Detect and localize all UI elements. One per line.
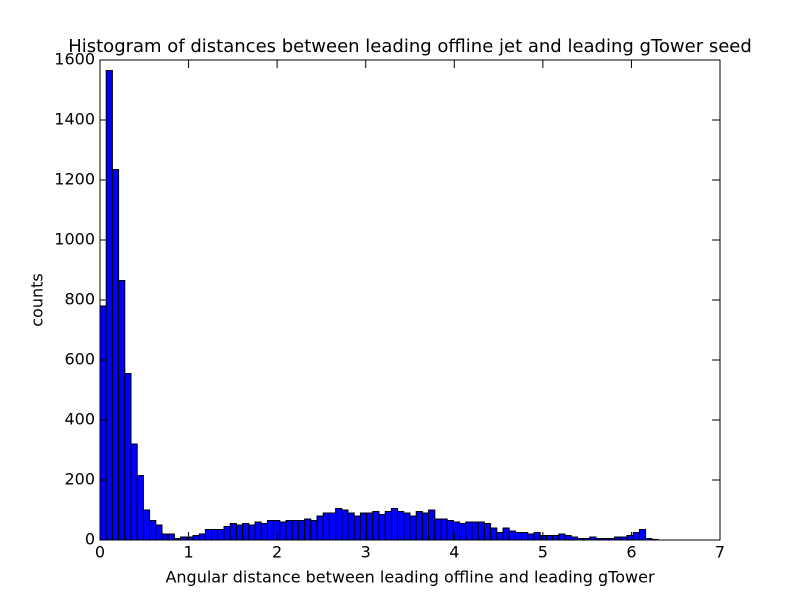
y-tick-label: 1600 bbox=[54, 50, 95, 69]
bar bbox=[341, 509, 349, 541]
chart-title: Histogram of distances between leading o… bbox=[68, 36, 752, 57]
bar bbox=[223, 526, 231, 541]
bar bbox=[378, 514, 386, 541]
bar bbox=[552, 535, 560, 541]
bar bbox=[99, 305, 107, 541]
bar bbox=[254, 521, 262, 541]
bar bbox=[192, 535, 200, 541]
x-tick-label: 5 bbox=[538, 543, 548, 562]
bar bbox=[229, 523, 237, 541]
bar bbox=[502, 527, 510, 541]
y-tick-label: 1200 bbox=[54, 170, 95, 189]
bar bbox=[304, 518, 312, 541]
bar bbox=[533, 532, 541, 541]
bar bbox=[564, 535, 572, 541]
bar bbox=[626, 535, 634, 541]
bar bbox=[366, 512, 374, 541]
y-tick-label: 1400 bbox=[54, 110, 95, 129]
bar bbox=[428, 509, 436, 541]
x-tick-label: 1 bbox=[183, 543, 193, 562]
x-tick-label: 3 bbox=[361, 543, 371, 562]
bar bbox=[198, 533, 206, 541]
bar bbox=[483, 523, 492, 541]
bar bbox=[477, 521, 485, 541]
bar bbox=[217, 529, 225, 541]
bar bbox=[409, 515, 417, 541]
bar bbox=[459, 523, 467, 541]
bar bbox=[260, 523, 268, 541]
bar bbox=[372, 511, 380, 541]
bar bbox=[508, 530, 516, 541]
bar bbox=[142, 509, 151, 541]
bar bbox=[266, 520, 275, 541]
bar bbox=[403, 512, 411, 541]
bar bbox=[471, 521, 479, 541]
bar bbox=[446, 520, 454, 541]
bar bbox=[328, 512, 337, 541]
bar bbox=[105, 70, 113, 541]
bar bbox=[521, 532, 529, 541]
bar bbox=[130, 443, 138, 541]
bar bbox=[421, 512, 430, 541]
bar bbox=[632, 532, 640, 541]
bar bbox=[322, 512, 330, 541]
bar bbox=[242, 523, 250, 541]
y-tick-label: 600 bbox=[64, 350, 95, 369]
bar bbox=[291, 520, 299, 541]
bar bbox=[285, 520, 293, 541]
bar bbox=[310, 520, 318, 541]
bar bbox=[111, 169, 120, 541]
bar bbox=[167, 533, 175, 541]
bar bbox=[118, 280, 126, 541]
bar bbox=[279, 521, 287, 541]
bar bbox=[558, 533, 566, 541]
bar bbox=[136, 475, 144, 541]
bar bbox=[335, 508, 343, 541]
bar bbox=[545, 535, 554, 541]
y-tick-label: 400 bbox=[64, 410, 95, 429]
x-axis-label: Angular distance between leading offline… bbox=[165, 568, 655, 587]
bar bbox=[353, 515, 361, 541]
bar bbox=[490, 527, 498, 541]
bar bbox=[397, 511, 405, 541]
x-tick-label: 6 bbox=[626, 543, 636, 562]
y-tick-label: 1000 bbox=[54, 230, 95, 249]
bar bbox=[415, 511, 423, 541]
y-tick-label: 800 bbox=[64, 290, 95, 309]
bar bbox=[248, 524, 256, 541]
bar bbox=[384, 511, 392, 541]
bar bbox=[149, 520, 157, 541]
x-tick-label: 0 bbox=[95, 543, 105, 562]
x-tick-label: 4 bbox=[449, 543, 459, 562]
bar bbox=[316, 515, 324, 541]
bar bbox=[434, 518, 442, 541]
bar bbox=[465, 521, 473, 541]
y-axis-label: counts bbox=[28, 273, 47, 326]
bar bbox=[155, 524, 163, 541]
bar bbox=[124, 373, 132, 541]
bar bbox=[211, 529, 219, 541]
bar bbox=[390, 508, 399, 541]
y-tick-label: 0 bbox=[85, 530, 95, 549]
bar bbox=[297, 520, 306, 541]
bar bbox=[235, 524, 244, 541]
bar bbox=[638, 529, 647, 541]
x-tick-label: 7 bbox=[715, 543, 725, 562]
bar bbox=[514, 532, 523, 541]
bar bbox=[496, 532, 504, 541]
bar bbox=[527, 533, 535, 541]
x-tick-label: 2 bbox=[272, 543, 282, 562]
bar bbox=[440, 518, 448, 541]
bar bbox=[161, 533, 169, 541]
y-tick-label: 200 bbox=[64, 470, 95, 489]
bar bbox=[204, 529, 213, 541]
bar bbox=[347, 512, 355, 541]
